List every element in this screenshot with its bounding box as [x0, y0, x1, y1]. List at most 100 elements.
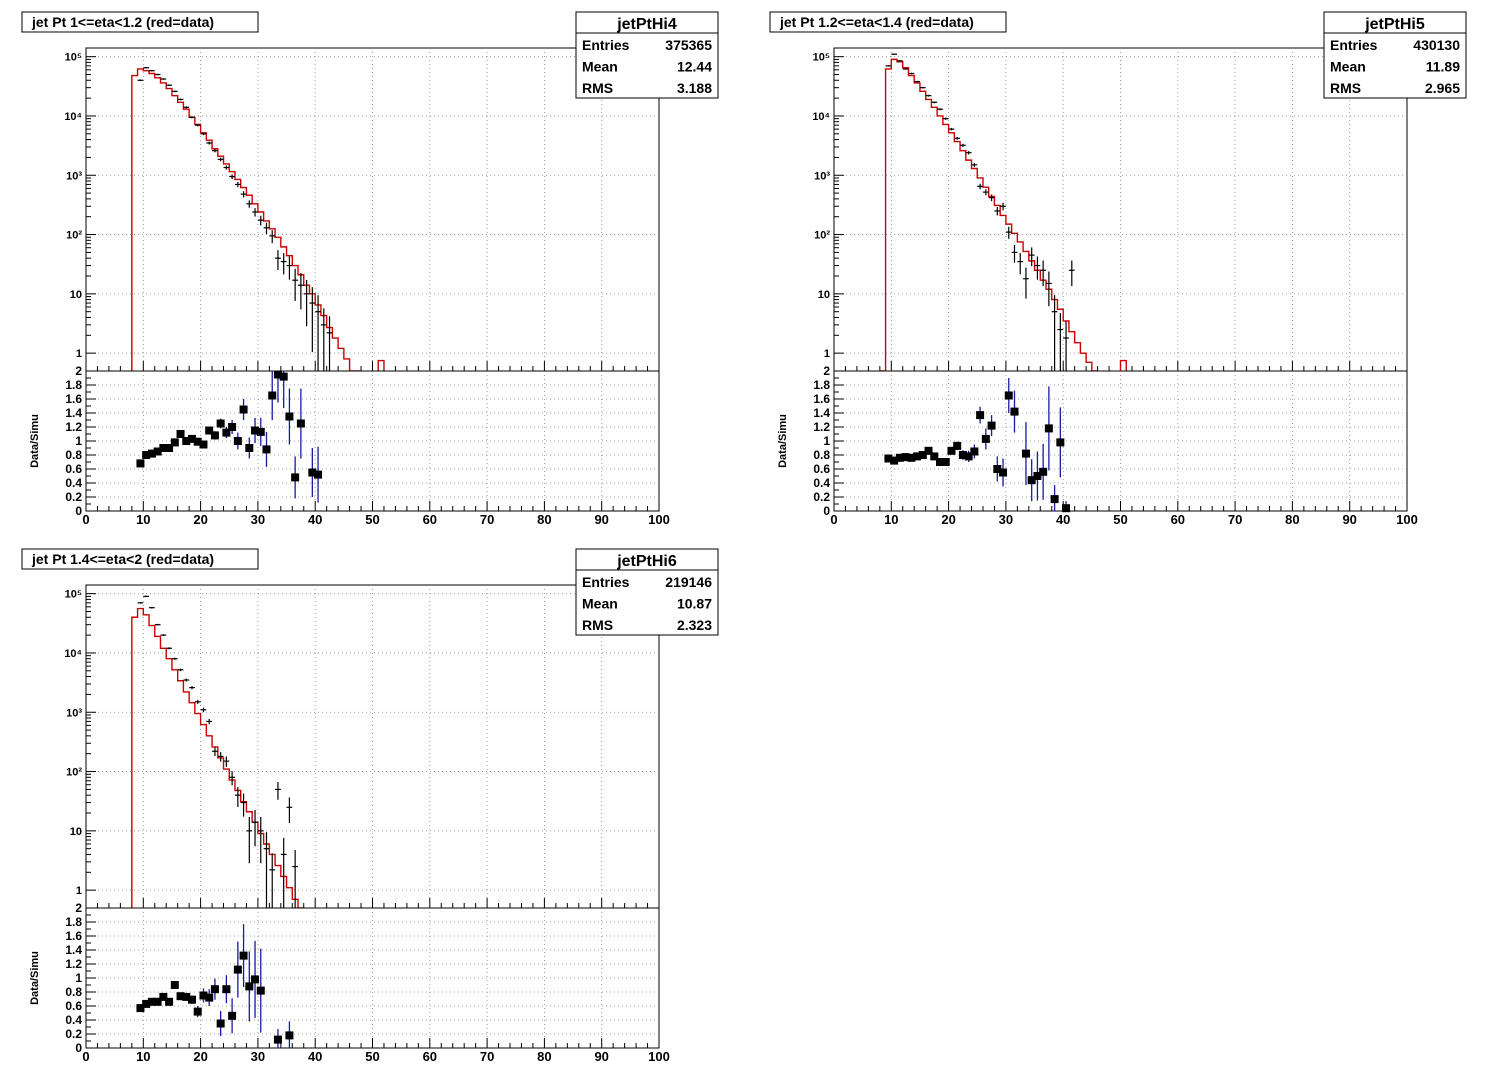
- ratio-point: [199, 440, 208, 449]
- ratio-y-axis-label: Data/Simu: [29, 951, 41, 1005]
- ratio-y-axis-label: Data/Simu: [777, 414, 789, 468]
- ratio-y-tick-label: 1.6: [813, 392, 830, 406]
- ratio-point-marker: [993, 465, 1002, 473]
- sim-point: [252, 809, 258, 847]
- ratio-point: [953, 441, 962, 451]
- ratio-point: [245, 437, 254, 459]
- ratio-point-marker: [941, 458, 950, 466]
- sim-point: [212, 149, 218, 153]
- sim-point: [229, 771, 235, 786]
- x-tick-label: 0: [82, 1049, 89, 1064]
- x-tick-label: 40: [1056, 512, 1070, 527]
- ratio-point: [199, 988, 208, 1003]
- title-box: [21, 11, 259, 33]
- ratio-y-tick-label: 1.8: [813, 378, 830, 392]
- sim-point: [1063, 321, 1069, 371]
- ratio-point-marker: [159, 992, 168, 1001]
- ratio-point-marker: [165, 444, 174, 452]
- ratio-point-marker: [176, 430, 185, 438]
- ratio-point-marker: [216, 1019, 225, 1028]
- sim-point: [1040, 260, 1047, 287]
- ratio-y-tick-label: 2: [823, 364, 830, 378]
- ratio-point-marker: [987, 421, 996, 430]
- ratio-point-marker: [296, 419, 305, 428]
- ratio-point: [924, 446, 933, 455]
- ratio-point: [1039, 443, 1048, 500]
- ratio-point: [239, 924, 248, 988]
- stats-value: 430130: [1413, 37, 1460, 53]
- ratio-y-axis-label: Data/Simu: [29, 414, 41, 468]
- sim-point: [206, 718, 213, 725]
- x-tick-label: 50: [1113, 512, 1127, 527]
- ratio-point-marker: [199, 991, 208, 1000]
- sim-point: [1005, 226, 1012, 239]
- stats-value: 10.87: [677, 596, 712, 612]
- red-data-histogram: [131, 68, 362, 372]
- y-tick-label: 10⁴: [812, 111, 830, 123]
- ratio-point: [136, 459, 145, 468]
- stats-label: RMS: [582, 617, 613, 633]
- ratio-point-marker: [273, 370, 282, 379]
- ratio-point: [1027, 459, 1036, 502]
- stats-label: Mean: [1330, 59, 1366, 75]
- ratio-point: [993, 456, 1002, 482]
- ratio-point: [251, 417, 260, 444]
- ratio-point-marker: [245, 982, 254, 991]
- ratio-point-marker: [947, 446, 956, 455]
- ratio-point: [193, 1006, 202, 1018]
- ratio-point-marker: [1021, 449, 1030, 458]
- sim-point: [292, 850, 299, 908]
- stats-label: Entries: [1330, 37, 1378, 53]
- ratio-point-marker: [279, 372, 288, 381]
- ratio-point-marker: [239, 405, 248, 414]
- y-tick-label: 10: [818, 289, 830, 301]
- ratio-point-marker: [895, 453, 904, 462]
- x-tick-label: 90: [594, 512, 608, 527]
- ratio-point-marker: [193, 437, 202, 446]
- sim-point: [252, 208, 258, 217]
- ratio-y-tick-label: 1: [823, 434, 830, 448]
- ratio-point-marker: [233, 437, 242, 445]
- ratio-point-marker: [1004, 391, 1013, 400]
- ratio-y-tick-label: 0: [75, 1041, 82, 1055]
- sim-point: [229, 174, 235, 180]
- ratio-point: [153, 997, 162, 1006]
- ratio-point-marker: [216, 419, 225, 428]
- ratio-point-marker: [170, 438, 179, 447]
- chart-title: jet Pt 1<=eta<1.2 (red=data): [31, 14, 214, 30]
- sim-point: [977, 183, 983, 190]
- ratio-point-marker: [233, 965, 242, 974]
- simulation-points: [885, 53, 1075, 371]
- sim-point: [171, 657, 178, 660]
- x-tick-label: 70: [1228, 512, 1242, 527]
- stats-box: [575, 11, 719, 99]
- ratio-point: [228, 420, 237, 434]
- ratio-point-marker: [136, 1004, 145, 1013]
- ratio-point-marker: [1044, 424, 1053, 433]
- ratio-point: [268, 371, 277, 420]
- ratio-point-marker: [930, 452, 939, 461]
- ratio-point-marker: [1010, 407, 1019, 416]
- x-tick-label: 50: [365, 1049, 379, 1064]
- sim-point: [257, 215, 264, 226]
- x-tick-label: 10: [136, 1049, 150, 1064]
- chart-panel-2: 11010²10³10⁴10⁵00.20.40.60.811.21.41.61.…: [769, 11, 1467, 527]
- stats-value: 11.89: [1426, 59, 1460, 75]
- x-tick-label: 100: [648, 512, 670, 527]
- ratio-point-marker: [907, 453, 916, 462]
- x-tick-label: 30: [251, 1049, 265, 1064]
- y-tick-label: 10²: [66, 767, 82, 779]
- x-tick-label: 100: [1396, 512, 1418, 527]
- sim-point: [149, 606, 155, 609]
- ratio-point-marker: [884, 454, 893, 463]
- ratio-y-tick-label: 1.8: [65, 915, 82, 929]
- sim-point: [194, 699, 201, 704]
- ratio-point: [884, 454, 893, 463]
- y-tick-label: 10³: [814, 170, 830, 182]
- x-tick-label: 30: [251, 512, 265, 527]
- sim-point: [257, 816, 264, 864]
- sim-point: [171, 90, 178, 93]
- x-tick-label: 30: [999, 512, 1013, 527]
- ratio-point: [176, 430, 185, 438]
